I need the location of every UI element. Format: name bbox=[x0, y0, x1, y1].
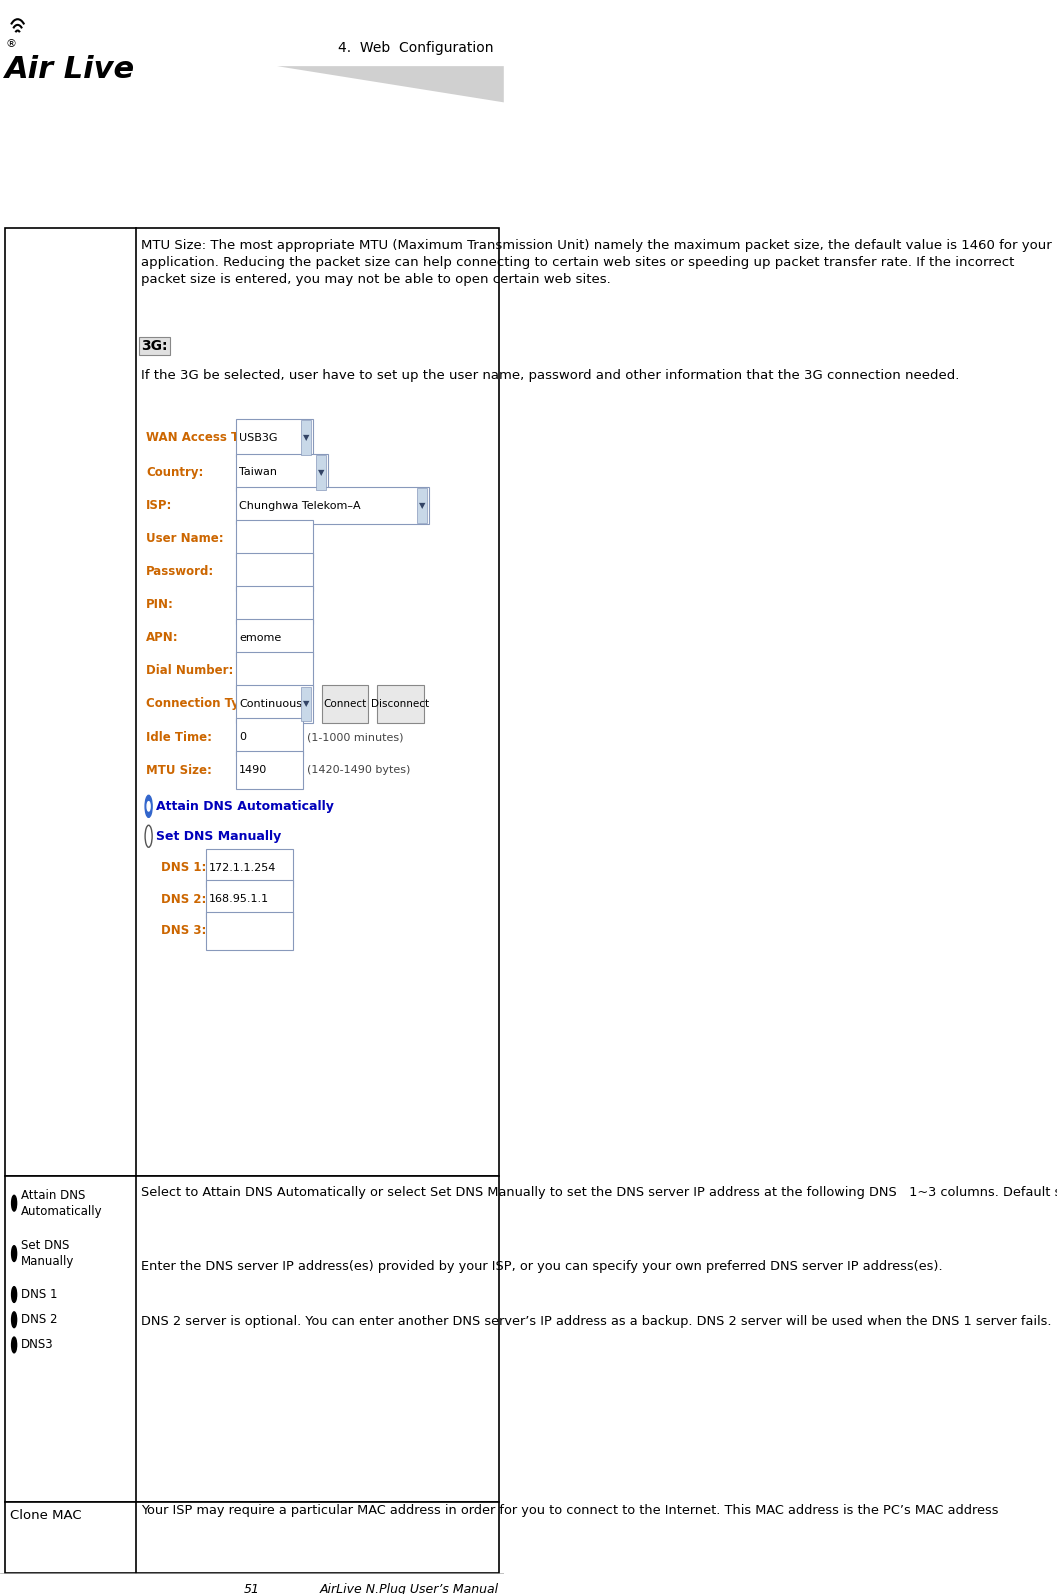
FancyBboxPatch shape bbox=[206, 850, 293, 886]
Bar bbox=[301, 687, 312, 722]
Text: DNS 2: DNS 2 bbox=[21, 1313, 58, 1326]
Text: APN:: APN: bbox=[146, 631, 179, 644]
Text: Chunghwa Telekom–A: Chunghwa Telekom–A bbox=[239, 501, 360, 510]
FancyBboxPatch shape bbox=[237, 685, 313, 722]
Circle shape bbox=[12, 1247, 17, 1261]
Text: Enter the DNS server IP address(es) provided by your ISP, or you can specify you: Enter the DNS server IP address(es) prov… bbox=[141, 1259, 943, 1274]
Bar bbox=[316, 456, 327, 489]
Text: Connect: Connect bbox=[323, 698, 367, 709]
Bar bbox=[5, 228, 499, 1176]
Text: AirLive N.Plug User’s Manual: AirLive N.Plug User’s Manual bbox=[319, 1583, 499, 1594]
FancyBboxPatch shape bbox=[237, 587, 313, 623]
Text: ▼: ▼ bbox=[318, 469, 324, 477]
Text: WAN Access Type:: WAN Access Type: bbox=[146, 432, 266, 445]
Text: Taiwan: Taiwan bbox=[239, 467, 277, 478]
Text: ®: ® bbox=[5, 40, 16, 49]
Circle shape bbox=[145, 795, 152, 818]
Text: USB3G: USB3G bbox=[239, 434, 278, 443]
Text: User Name:: User Name: bbox=[146, 532, 224, 545]
Text: DNS 2 server is optional. You can enter another DNS server’s IP address as a bac: DNS 2 server is optional. You can enter … bbox=[141, 1315, 1052, 1328]
Text: Connection Type:: Connection Type: bbox=[146, 698, 260, 711]
Text: 1490: 1490 bbox=[239, 765, 267, 775]
Text: ▼: ▼ bbox=[303, 700, 310, 708]
FancyBboxPatch shape bbox=[237, 454, 328, 491]
FancyBboxPatch shape bbox=[237, 618, 313, 657]
Text: Disconnect: Disconnect bbox=[371, 698, 429, 709]
Text: Dial Number:: Dial Number: bbox=[146, 665, 234, 677]
Text: ▼: ▼ bbox=[303, 434, 310, 442]
Text: PIN:: PIN: bbox=[146, 598, 174, 611]
Text: DNS3: DNS3 bbox=[21, 1339, 54, 1352]
FancyBboxPatch shape bbox=[237, 419, 313, 457]
Text: 172.1.1.254: 172.1.1.254 bbox=[209, 862, 277, 874]
Circle shape bbox=[12, 1312, 17, 1328]
FancyBboxPatch shape bbox=[206, 912, 293, 950]
Text: Air Live: Air Live bbox=[5, 56, 135, 84]
Text: Clone MAC: Clone MAC bbox=[11, 1508, 81, 1522]
Circle shape bbox=[12, 1337, 17, 1353]
Circle shape bbox=[145, 826, 152, 848]
FancyBboxPatch shape bbox=[206, 880, 293, 918]
Text: Select to Attain DNS Automatically or select Set DNS Manually to set the DNS ser: Select to Attain DNS Automatically or se… bbox=[141, 1186, 1057, 1199]
FancyBboxPatch shape bbox=[237, 486, 429, 524]
Text: Your ISP may require a particular MAC address in order for you to connect to the: Your ISP may require a particular MAC ad… bbox=[141, 1505, 999, 1517]
Text: 168.95.1.1: 168.95.1.1 bbox=[209, 894, 270, 904]
Text: Set DNS Manually: Set DNS Manually bbox=[156, 830, 281, 843]
FancyBboxPatch shape bbox=[237, 520, 313, 558]
FancyBboxPatch shape bbox=[237, 751, 302, 789]
Text: MTU Size:: MTU Size: bbox=[146, 764, 212, 776]
Circle shape bbox=[12, 1196, 17, 1211]
Text: MTU Size: The most appropriate MTU (Maximum Transmission Unit) namely the maximu: MTU Size: The most appropriate MTU (Maxi… bbox=[141, 239, 1052, 287]
Text: Attain DNS
Automatically: Attain DNS Automatically bbox=[21, 1189, 103, 1218]
Text: Idle Time:: Idle Time: bbox=[146, 730, 212, 743]
Text: (1-1000 minutes): (1-1000 minutes) bbox=[308, 732, 404, 743]
Text: emome: emome bbox=[239, 633, 281, 642]
Text: Set DNS
Manually: Set DNS Manually bbox=[21, 1239, 75, 1269]
Circle shape bbox=[12, 1286, 17, 1302]
Text: Password:: Password: bbox=[146, 566, 215, 579]
Text: Continuous: Continuous bbox=[239, 698, 302, 709]
FancyBboxPatch shape bbox=[322, 685, 368, 722]
FancyBboxPatch shape bbox=[237, 553, 313, 590]
Bar bbox=[418, 488, 427, 523]
Text: DNS 2:: DNS 2: bbox=[162, 893, 206, 905]
Text: 3G:: 3G: bbox=[141, 338, 168, 352]
Bar bbox=[5, 1503, 499, 1573]
Bar bbox=[301, 421, 312, 456]
Text: DNS 1:: DNS 1: bbox=[162, 861, 206, 874]
Circle shape bbox=[147, 802, 150, 811]
FancyBboxPatch shape bbox=[377, 685, 424, 722]
Text: DNS 3:: DNS 3: bbox=[162, 925, 206, 937]
Text: (1420-1490 bytes): (1420-1490 bytes) bbox=[308, 765, 411, 775]
Text: 0: 0 bbox=[239, 732, 246, 743]
Text: 4.  Web  Configuration: 4. Web Configuration bbox=[338, 41, 494, 54]
FancyBboxPatch shape bbox=[237, 719, 302, 756]
Text: Attain DNS Automatically: Attain DNS Automatically bbox=[156, 800, 334, 813]
Text: ISP:: ISP: bbox=[146, 499, 172, 512]
Text: ▼: ▼ bbox=[419, 501, 425, 510]
Text: 51: 51 bbox=[244, 1583, 260, 1594]
FancyBboxPatch shape bbox=[237, 652, 313, 690]
Text: DNS 1: DNS 1 bbox=[21, 1288, 58, 1301]
Text: If the 3G be selected, user have to set up the user name, password and other inf: If the 3G be selected, user have to set … bbox=[141, 368, 960, 381]
Text: Country:: Country: bbox=[146, 465, 204, 478]
Bar bbox=[5, 1176, 499, 1503]
Polygon shape bbox=[126, 65, 504, 102]
